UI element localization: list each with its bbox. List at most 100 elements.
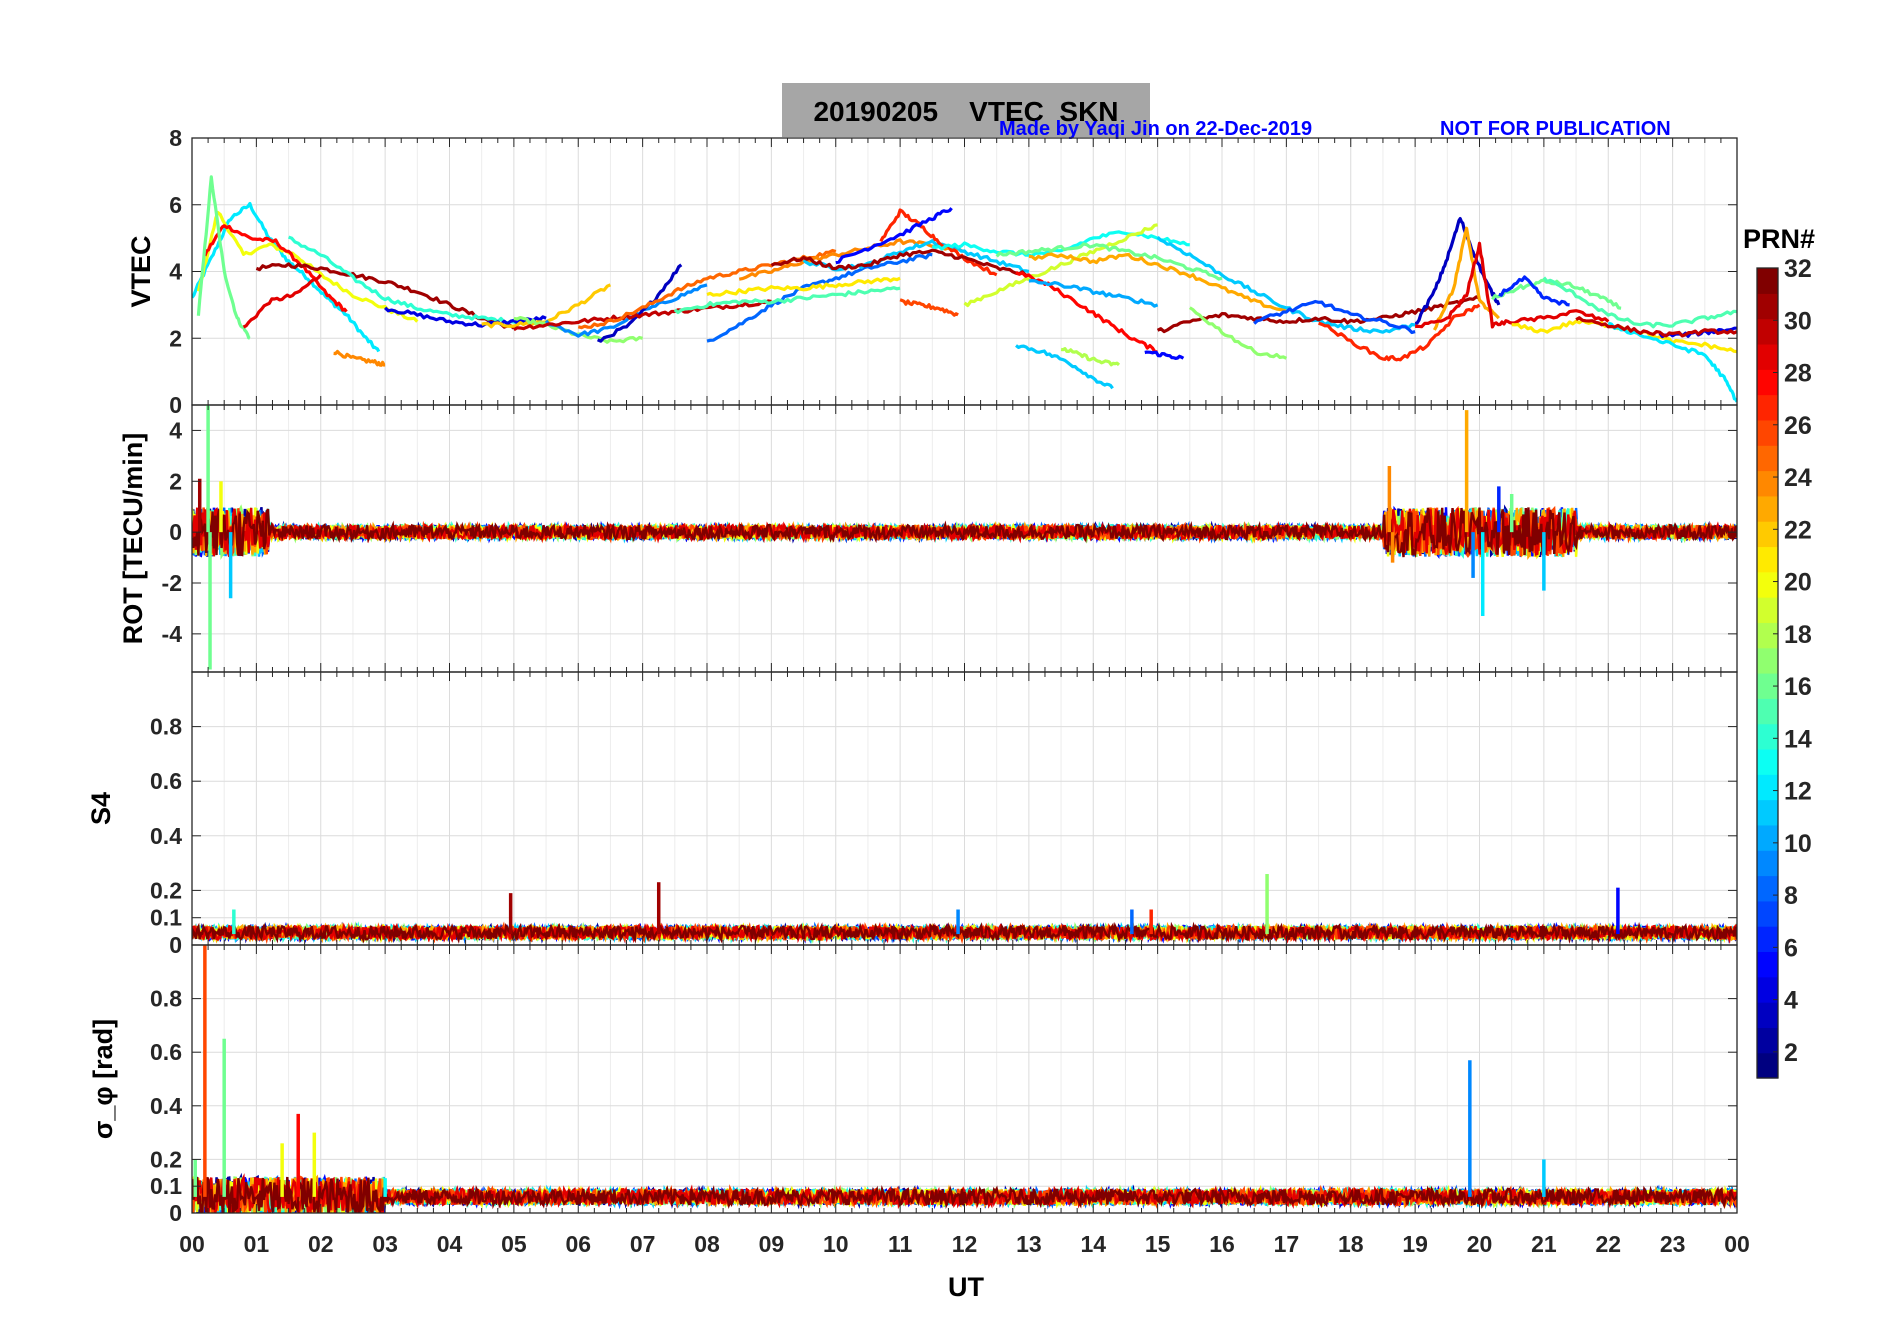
panel-s4: 00.10.2 0.4 0.6 0.8 S4 xyxy=(86,671,1738,958)
colorbar-swatch xyxy=(1757,546,1778,573)
colorbar-tick-label: 22 xyxy=(1784,516,1812,544)
y-axis-label-s4: S4 xyxy=(86,792,116,825)
vtec-series-prn-15 xyxy=(1542,276,1737,329)
vtec-series-prn-7 xyxy=(1253,299,1416,335)
vtec-series-prn-31 xyxy=(1156,295,1481,334)
vtec-series-prn-16 xyxy=(995,242,1223,281)
y-tick-label: 2 xyxy=(169,468,182,494)
x-tick-label: 06 xyxy=(565,1231,591,1257)
vtec-series-prn-3 xyxy=(596,263,683,343)
colorbar-tick-label: 32 xyxy=(1784,255,1812,283)
colorbar-tick-label: 30 xyxy=(1784,307,1812,335)
vtec-series-prn-27 xyxy=(1318,303,1481,362)
colorbar-swatch xyxy=(1757,673,1778,699)
colorbar-swatch xyxy=(1757,723,1778,750)
x-tick-label: 02 xyxy=(308,1231,334,1257)
vtec-series-prn-11 xyxy=(1156,236,1416,334)
y-tick-label: 8 xyxy=(169,125,182,151)
colorbar-tick-label: 14 xyxy=(1784,725,1812,753)
y-tick-label: 0.4 xyxy=(150,823,182,849)
vtec-series-prn-17 xyxy=(1188,306,1288,360)
vtec-series-prn-9 xyxy=(544,283,708,338)
y-tick-label: 0.2 xyxy=(150,1146,182,1172)
x-tick-label: 11 xyxy=(888,1231,913,1257)
vtec-series-prn-31 xyxy=(770,248,1030,277)
y-tick-label: 0.6 xyxy=(150,768,182,794)
colorbar-swatch xyxy=(1757,976,1778,1003)
colorbar-tick-label: 4 xyxy=(1784,987,1798,1015)
colorbar-swatch xyxy=(1757,926,1778,953)
colorbar-swatch xyxy=(1757,521,1778,548)
vtec-series-prn-29 xyxy=(1415,241,1610,329)
colorbar-swatch xyxy=(1757,951,1778,978)
y-tick-label: 4 xyxy=(169,259,182,285)
vtec-series-prn-27 xyxy=(879,208,998,277)
noise-band-prn-32 xyxy=(192,507,1737,559)
vtec-series-prn-10 xyxy=(1028,279,1159,308)
vtec-series-prn-24 xyxy=(333,349,386,367)
colorbar-tick-label: 28 xyxy=(1784,360,1812,388)
title-box xyxy=(782,83,1150,137)
vtec-series-prn-4 xyxy=(384,306,547,328)
colorbar-swatch xyxy=(1757,268,1778,294)
colorbar-swatch xyxy=(1757,369,1778,396)
y-tick-label: 0 xyxy=(169,392,182,418)
x-tick-label: 15 xyxy=(1145,1231,1171,1257)
colorbar-swatch xyxy=(1757,698,1778,725)
vtec-series-prn-29 xyxy=(242,273,323,329)
colorbar-swatch xyxy=(1757,748,1778,775)
panel-sigma_phi: 00.10.2 0.4 0.6 0.8 σ_φ [rad] xyxy=(88,944,1738,1226)
y-tick-label: 0 xyxy=(169,1200,182,1226)
vtec-series-prn-21 xyxy=(706,276,901,297)
x-tick-label: 19 xyxy=(1402,1231,1428,1257)
vtec-series-prn-13 xyxy=(931,230,1190,258)
colorbar-tick-label: 12 xyxy=(1784,778,1812,806)
vtec-series-prn-6 xyxy=(1498,275,1570,307)
colorbar-swatch xyxy=(1757,470,1778,497)
y-tick-label: 2 xyxy=(169,325,182,351)
x-tick-label: 00 xyxy=(1724,1231,1750,1257)
x-tick-label: 13 xyxy=(1016,1231,1042,1257)
colorbar-swatch xyxy=(1757,875,1778,902)
colorbar-tick-label: 2 xyxy=(1784,1039,1798,1067)
y-tick-label: -4 xyxy=(162,621,183,647)
y-tick-label: 0.6 xyxy=(150,1039,182,1065)
colorbar-swatch xyxy=(1757,1027,1778,1054)
colorbar-swatch xyxy=(1757,1002,1778,1028)
x-tick-label: 00 xyxy=(179,1231,205,1257)
vtec-series-prn-5 xyxy=(1144,350,1185,360)
vtec-series-prn-16 xyxy=(1491,278,1622,310)
vtec-series-prn-28 xyxy=(1015,271,1158,354)
x-tick-label: 07 xyxy=(630,1231,656,1257)
colorbar-frame xyxy=(1756,267,1779,1079)
vtec-series-prn-12 xyxy=(192,201,381,353)
x-tick-label: 10 xyxy=(823,1231,849,1257)
colorbar-swatch xyxy=(1757,774,1778,801)
vtec-series-prn-11 xyxy=(1015,344,1114,390)
colorbar-swatch xyxy=(1757,799,1778,826)
vtec-series-prn-23 xyxy=(1028,252,1288,313)
y-tick-label: 0 xyxy=(169,932,182,958)
credit-author: Made by Yaqi Jin on 22-Dec-2019 xyxy=(999,118,1312,140)
plot-area xyxy=(192,405,1737,670)
plot-area xyxy=(192,175,1737,403)
colorbar-swatch xyxy=(1757,597,1778,623)
colorbar-swatch xyxy=(1757,622,1778,649)
vtec-series-prn-18 xyxy=(1060,347,1121,367)
x-tick-label: 05 xyxy=(501,1231,527,1257)
x-tick-label: 03 xyxy=(372,1231,398,1257)
x-tick-label: 21 xyxy=(1531,1231,1557,1257)
vtec-series-prn-30 xyxy=(1575,316,1737,338)
y-axis-label-rot: ROT [TECU/min] xyxy=(118,433,148,644)
colorbar-tick-label: 16 xyxy=(1784,673,1812,701)
colorbar-swatch xyxy=(1757,394,1778,421)
y-tick-label: 0.1 xyxy=(150,905,182,931)
vtec-series-prn-21 xyxy=(1511,318,1737,354)
vtec-series-prn-15 xyxy=(673,286,901,315)
colorbar-tick-label: 10 xyxy=(1784,830,1812,858)
y-axis-label-sigma_phi: σ_φ [rad] xyxy=(88,1019,118,1139)
x-tick-label: 23 xyxy=(1660,1231,1686,1257)
vtec-series-prn-11 xyxy=(802,239,1030,274)
